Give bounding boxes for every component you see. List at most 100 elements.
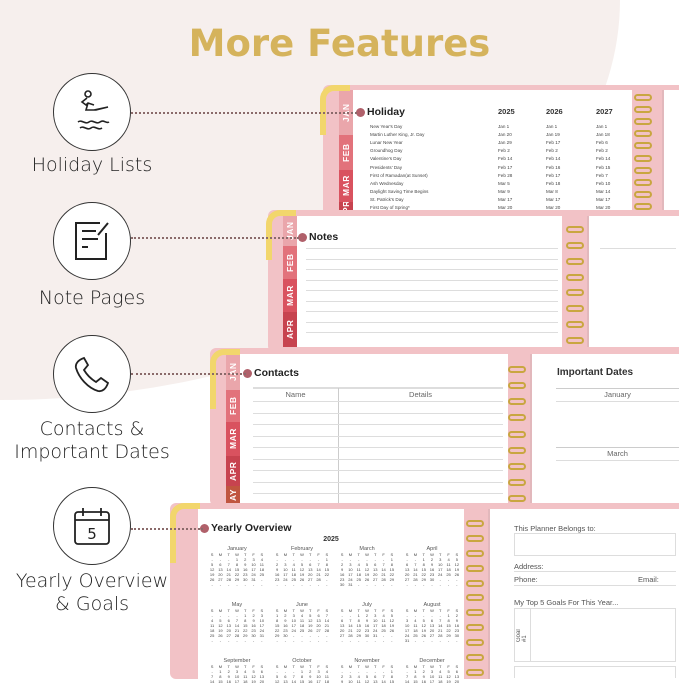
day-cell: 26 bbox=[389, 628, 395, 633]
day-cell: 10 bbox=[251, 562, 256, 567]
owner-name-field[interactable] bbox=[514, 533, 676, 556]
tab-mar[interactable]: MAR bbox=[226, 422, 240, 456]
weekday-label: W bbox=[300, 608, 304, 613]
tab-feb[interactable]: FEB bbox=[339, 135, 353, 170]
day-cell: 16 bbox=[283, 623, 288, 628]
goal-2-box[interactable] bbox=[514, 666, 676, 678]
spiral-ring bbox=[634, 106, 652, 114]
label-line: Important Dates bbox=[14, 441, 170, 463]
day-cell: 31 bbox=[373, 633, 378, 638]
weekday-label: S bbox=[210, 552, 214, 557]
day-cell: - bbox=[431, 613, 433, 618]
day-cell: - bbox=[406, 669, 408, 674]
day-cell: 2 bbox=[430, 557, 434, 562]
day-cell: 10 bbox=[373, 618, 378, 623]
day-cell: 10 bbox=[283, 567, 288, 572]
column-header-name: Name bbox=[285, 390, 306, 399]
day-cell: 5 bbox=[455, 557, 458, 562]
day-cell: 12 bbox=[421, 623, 426, 628]
day-cell: 2 bbox=[309, 669, 312, 674]
day-cell: 4 bbox=[439, 669, 442, 674]
spiral-ring bbox=[466, 668, 484, 676]
day-cell: 5 bbox=[309, 613, 312, 618]
day-cell: 6 bbox=[317, 613, 320, 618]
weekday-label: M bbox=[413, 608, 418, 613]
day-cell: - bbox=[358, 557, 360, 562]
phone-email-field[interactable] bbox=[514, 585, 676, 586]
tab-mar[interactable]: MAR bbox=[283, 279, 297, 312]
weekday-label: W bbox=[365, 664, 369, 669]
day-cell: 19 bbox=[364, 572, 370, 577]
day-cell: 30 bbox=[454, 633, 460, 638]
holiday-right-page bbox=[662, 90, 679, 212]
day-cell: - bbox=[228, 613, 230, 618]
tab-may[interactable]: AY bbox=[226, 486, 240, 504]
day-cell: 18 bbox=[446, 567, 451, 572]
day-cell: - bbox=[211, 557, 213, 562]
day-cell: 22 bbox=[243, 628, 248, 633]
day-cell: - bbox=[293, 638, 295, 643]
divider bbox=[556, 401, 679, 402]
contact-row-line bbox=[253, 481, 503, 483]
day-cell: - bbox=[276, 582, 278, 587]
day-cell: - bbox=[276, 557, 278, 562]
day-cell: 23 bbox=[429, 572, 435, 577]
day-cell: 24 bbox=[373, 628, 378, 633]
day-cell: 25 bbox=[259, 572, 265, 577]
calendar-icon: 5 bbox=[74, 508, 110, 545]
month-label-march: March bbox=[607, 449, 628, 458]
weekday-label: W bbox=[235, 664, 239, 669]
day-cell: 21 bbox=[316, 572, 321, 577]
notes-title: Notes bbox=[298, 231, 338, 243]
day-cell: 24 bbox=[259, 628, 265, 633]
day-cell: 9 bbox=[244, 562, 247, 567]
spiral-ring bbox=[508, 495, 526, 502]
day-cell: 1 bbox=[219, 669, 222, 674]
day-cell: 31 bbox=[251, 577, 256, 582]
day-cell: - bbox=[219, 613, 222, 618]
day-cell: - bbox=[228, 638, 230, 643]
month-grid: S M T W T F S 1 2 3 4 5 6 7 8 9 10 11 12 13 14 15 16 17 18 19 20 21… bbox=[273, 608, 331, 643]
day-cell: 18 bbox=[413, 628, 418, 633]
note-line bbox=[600, 248, 676, 249]
day-cell: 19 bbox=[299, 572, 305, 577]
tab-apr[interactable]: APR bbox=[226, 456, 240, 486]
day-cell: 27 bbox=[429, 633, 435, 638]
day-cell: 2 bbox=[244, 557, 247, 562]
address-field[interactable] bbox=[514, 571, 676, 572]
goal-1-box[interactable] bbox=[514, 608, 676, 662]
day-cell: 3 bbox=[252, 557, 255, 562]
weekday-label: T bbox=[357, 664, 360, 669]
day-cell: - bbox=[236, 582, 238, 587]
day-cell: - bbox=[358, 669, 360, 674]
day-cell: - bbox=[382, 669, 385, 674]
month-name: January bbox=[227, 546, 247, 552]
connector-line bbox=[131, 373, 246, 375]
day-cell: 1 bbox=[390, 669, 393, 674]
day-cell: 2 bbox=[227, 669, 230, 674]
month-grid: S M T W T F S - - - - -1 2 3 4 5 6 7 8 9 10 11 12 13 14 15 16 17 18 1… bbox=[403, 608, 461, 643]
day-cell: 28 bbox=[381, 577, 386, 582]
tab-mar[interactable]: MAR bbox=[339, 170, 353, 202]
day-cell: - bbox=[276, 638, 278, 643]
day-cell: 3 bbox=[430, 669, 434, 674]
note-line bbox=[306, 279, 558, 281]
holiday-name: New Year's Day bbox=[370, 124, 403, 129]
spiral-ring bbox=[466, 639, 484, 647]
month-grid: S M T W T F S - -1 2 3 4 5 6 7 8 9 10 11 12 13 14 15 16 17 18 19 20… bbox=[338, 608, 396, 643]
day-cell: 26 bbox=[218, 633, 223, 638]
day-cell: 22 bbox=[389, 572, 395, 577]
contact-row-line bbox=[253, 447, 503, 448]
note-line bbox=[306, 311, 558, 312]
month-name: July bbox=[362, 602, 372, 608]
day-cell: 21 bbox=[381, 572, 386, 577]
spiral-ring bbox=[466, 654, 484, 662]
yearly-overview-page bbox=[198, 509, 464, 679]
day-cell: - bbox=[414, 613, 417, 618]
email-label: Email: bbox=[638, 575, 659, 584]
day-cell: 21 bbox=[348, 628, 353, 633]
month-name: December bbox=[419, 658, 445, 664]
feature-label-yearly: Yearly Overview & Goals bbox=[0, 570, 184, 616]
tab-apr[interactable]: APR bbox=[283, 312, 297, 347]
